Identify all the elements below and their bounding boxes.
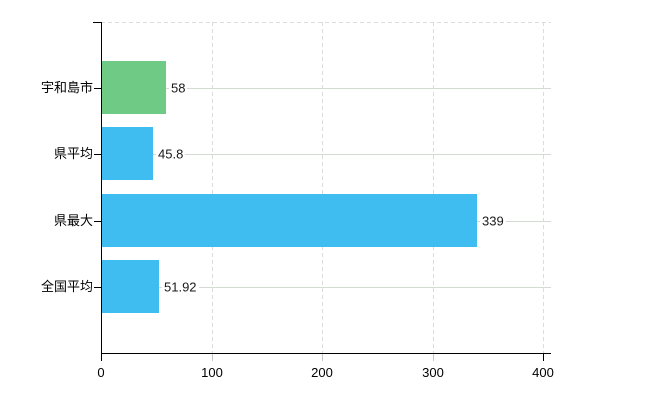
category-label: 宇和島市 (40, 80, 93, 95)
x-tick-label: 300 (422, 365, 444, 380)
category-label: 県平均 (53, 146, 93, 161)
y-axis-line (101, 22, 102, 353)
x-axis-line (101, 353, 551, 354)
bar-4 (102, 260, 159, 313)
x-axis-tick (212, 354, 213, 361)
x-axis-tick (543, 354, 544, 361)
bar-2 (102, 127, 153, 180)
x-tick-label: 400 (532, 365, 554, 380)
value-label: 45.8 (156, 146, 186, 162)
bar-3 (102, 194, 477, 247)
x-tick-label: 0 (97, 365, 105, 380)
y-axis-end-tick (93, 22, 101, 23)
bar-1 (102, 61, 166, 114)
vertical-gridline (322, 22, 323, 353)
horizontal-gridline (102, 88, 551, 89)
y-axis-tick (94, 287, 101, 288)
category-label: 県最大 (53, 213, 93, 228)
category-label: 全国平均 (40, 279, 93, 294)
x-axis-tick (433, 354, 434, 361)
x-axis-tick (322, 354, 323, 361)
x-axis-tick (101, 354, 102, 361)
y-axis-tick (94, 154, 101, 155)
horizontal-gridline (102, 154, 551, 155)
x-tick-label: 200 (311, 365, 333, 380)
vertical-gridline (543, 22, 544, 353)
vertical-gridline (433, 22, 434, 353)
plot-area: 58 45.8 339 51.92 0 100 200 300 400 宇和島市県平均県最大全国… (41, 22, 554, 380)
y-axis-tick (94, 88, 101, 89)
plot-top-border (101, 22, 551, 23)
x-tick-label: 100 (201, 365, 223, 380)
value-label: 339 (480, 213, 506, 229)
y-axis-tick (94, 221, 101, 222)
vertical-gridline (212, 22, 213, 353)
value-label: 51.92 (162, 279, 199, 295)
horizontal-gridline (102, 287, 551, 288)
value-label: 58 (169, 80, 188, 96)
